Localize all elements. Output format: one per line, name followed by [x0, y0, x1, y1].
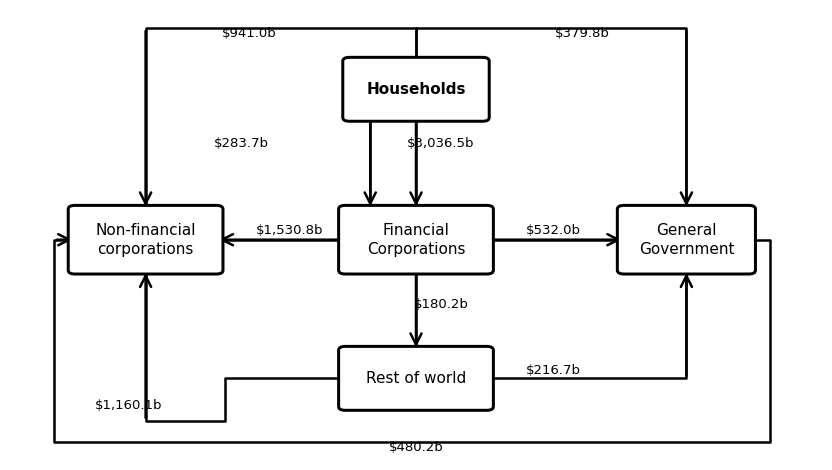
Text: $180.2b: $180.2b: [414, 298, 468, 311]
FancyBboxPatch shape: [617, 205, 755, 274]
FancyBboxPatch shape: [339, 346, 493, 410]
FancyBboxPatch shape: [343, 57, 489, 121]
Text: $3,036.5b: $3,036.5b: [407, 137, 475, 150]
Text: $480.2b: $480.2b: [389, 441, 443, 454]
Text: $379.8b: $379.8b: [555, 27, 610, 40]
Text: $1,160.1b: $1,160.1b: [95, 399, 163, 412]
Text: Non-financial
corporations: Non-financial corporations: [96, 223, 196, 257]
Text: $283.7b: $283.7b: [214, 137, 269, 150]
Text: Financial
Corporations: Financial Corporations: [367, 223, 465, 257]
Text: Households: Households: [366, 82, 466, 97]
Text: Rest of world: Rest of world: [366, 371, 466, 386]
Text: $216.7b: $216.7b: [526, 364, 581, 377]
FancyBboxPatch shape: [68, 205, 223, 274]
Text: $532.0b: $532.0b: [526, 224, 581, 237]
FancyBboxPatch shape: [339, 205, 493, 274]
Text: General
Government: General Government: [639, 223, 734, 257]
Text: $941.0b: $941.0b: [222, 27, 277, 40]
Text: $1,530.8b: $1,530.8b: [255, 224, 324, 237]
